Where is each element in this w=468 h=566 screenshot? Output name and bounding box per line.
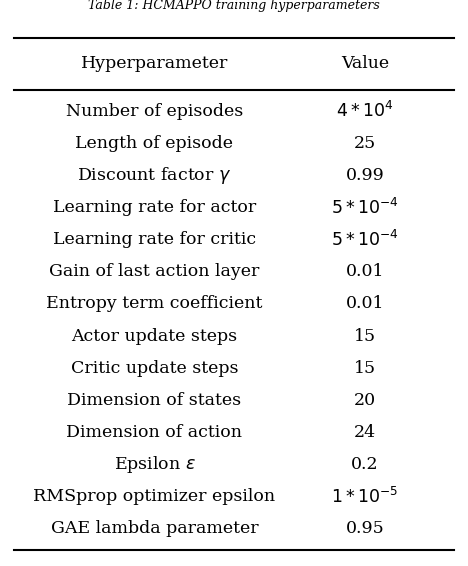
Text: Length of episode: Length of episode [75,135,234,152]
Text: Table 1: HCMAPPO training hyperparameters: Table 1: HCMAPPO training hyperparameter… [88,0,380,12]
Text: $1 * 10^{-5}$: $1 * 10^{-5}$ [331,487,399,507]
Text: Number of episodes: Number of episodes [66,102,243,119]
Text: 24: 24 [354,424,376,441]
Text: 25: 25 [354,135,376,152]
Text: $5 * 10^{-4}$: $5 * 10^{-4}$ [331,230,399,250]
Text: 0.95: 0.95 [346,520,384,538]
Text: 0.2: 0.2 [351,456,379,473]
Text: 20: 20 [354,392,376,409]
Text: Actor update steps: Actor update steps [72,328,237,345]
Text: 15: 15 [354,360,376,377]
Text: 0.01: 0.01 [346,295,384,312]
Text: Learning rate for critic: Learning rate for critic [53,231,256,248]
Text: Critic update steps: Critic update steps [71,360,238,377]
Text: Value: Value [341,55,389,72]
Text: Entropy term coefficient: Entropy term coefficient [46,295,263,312]
Text: RMSprop optimizer epsilon: RMSprop optimizer epsilon [33,488,276,505]
Text: $4 * 10^{4}$: $4 * 10^{4}$ [336,101,394,121]
Text: Gain of last action layer: Gain of last action layer [49,263,260,280]
Text: $5 * 10^{-4}$: $5 * 10^{-4}$ [331,198,399,217]
Text: 0.01: 0.01 [346,263,384,280]
Text: Dimension of action: Dimension of action [66,424,242,441]
Text: Dimension of states: Dimension of states [67,392,241,409]
Text: Hyperparameter: Hyperparameter [81,55,228,72]
Text: Epsilon $\epsilon$: Epsilon $\epsilon$ [114,454,195,475]
Text: Discount factor $\gamma$: Discount factor $\gamma$ [77,165,232,186]
Text: GAE lambda parameter: GAE lambda parameter [51,520,258,538]
Text: 15: 15 [354,328,376,345]
Text: 0.99: 0.99 [346,167,384,184]
Text: Learning rate for actor: Learning rate for actor [53,199,256,216]
